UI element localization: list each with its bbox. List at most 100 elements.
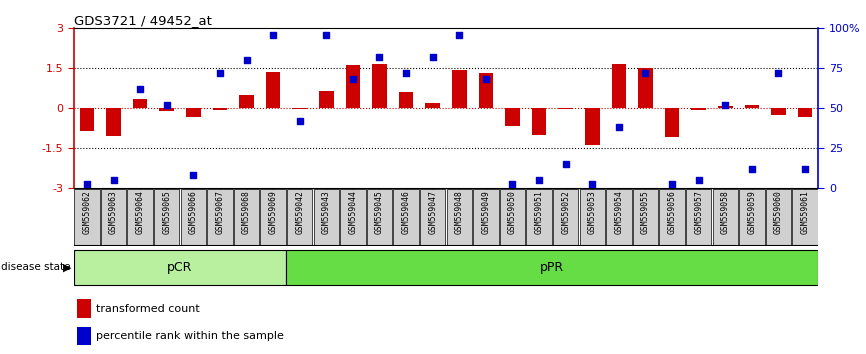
Point — [532, 177, 546, 183]
Point — [107, 177, 120, 183]
Text: GSM559058: GSM559058 — [721, 190, 730, 234]
Bar — [372, 64, 387, 108]
Point — [186, 172, 200, 178]
Bar — [107, 108, 121, 136]
Bar — [132, 99, 147, 108]
Bar — [74, 250, 287, 285]
Bar — [665, 108, 680, 137]
FancyBboxPatch shape — [473, 189, 499, 245]
Point — [320, 32, 333, 38]
Text: GSM559046: GSM559046 — [402, 190, 410, 234]
Bar — [798, 108, 812, 117]
Bar — [186, 108, 201, 117]
Bar — [346, 65, 360, 108]
Text: GSM559066: GSM559066 — [189, 190, 197, 234]
Point — [612, 124, 626, 130]
Bar — [159, 108, 174, 111]
Bar — [239, 95, 254, 108]
FancyBboxPatch shape — [766, 189, 792, 245]
FancyBboxPatch shape — [180, 189, 206, 245]
Text: GSM559051: GSM559051 — [534, 190, 544, 234]
FancyBboxPatch shape — [127, 189, 153, 245]
FancyBboxPatch shape — [366, 189, 392, 245]
Point — [80, 182, 94, 187]
Text: GSM559062: GSM559062 — [82, 190, 92, 234]
Text: GSM559054: GSM559054 — [614, 190, 624, 234]
Bar — [319, 91, 333, 108]
Text: GSM559064: GSM559064 — [136, 190, 145, 234]
Point — [346, 76, 360, 82]
Text: ▶: ▶ — [63, 262, 72, 272]
Text: GSM559044: GSM559044 — [348, 190, 358, 234]
Text: GSM559061: GSM559061 — [800, 190, 810, 234]
Point — [293, 118, 307, 124]
FancyBboxPatch shape — [340, 189, 365, 245]
Point — [692, 177, 706, 183]
Point — [718, 102, 732, 108]
Text: GSM559065: GSM559065 — [162, 190, 171, 234]
FancyBboxPatch shape — [606, 189, 631, 245]
Point — [559, 161, 572, 167]
FancyBboxPatch shape — [527, 189, 552, 245]
FancyBboxPatch shape — [313, 189, 339, 245]
Bar — [80, 108, 94, 131]
FancyBboxPatch shape — [633, 189, 658, 245]
FancyBboxPatch shape — [207, 189, 233, 245]
Bar — [532, 108, 546, 135]
Point — [585, 182, 599, 187]
Text: GSM559063: GSM559063 — [109, 190, 118, 234]
FancyBboxPatch shape — [447, 189, 472, 245]
FancyBboxPatch shape — [500, 189, 526, 245]
Text: disease state: disease state — [1, 262, 70, 272]
Text: GSM559048: GSM559048 — [455, 190, 464, 234]
Bar — [718, 106, 733, 108]
Point — [159, 102, 173, 108]
Bar — [452, 70, 467, 108]
Bar — [505, 108, 520, 126]
Bar — [77, 327, 91, 345]
Text: GSM559049: GSM559049 — [481, 190, 490, 234]
FancyBboxPatch shape — [420, 189, 445, 245]
Point — [638, 70, 652, 76]
Text: pPR: pPR — [540, 261, 565, 274]
Bar — [771, 108, 785, 115]
Text: GSM559069: GSM559069 — [268, 190, 278, 234]
FancyBboxPatch shape — [686, 189, 712, 245]
Text: GSM559056: GSM559056 — [668, 190, 676, 234]
Text: transformed count: transformed count — [96, 303, 200, 314]
Point — [133, 86, 147, 92]
FancyBboxPatch shape — [154, 189, 179, 245]
Point — [240, 57, 254, 63]
Text: GSM559047: GSM559047 — [428, 190, 437, 234]
Text: GSM559060: GSM559060 — [774, 190, 783, 234]
Text: GSM559042: GSM559042 — [295, 190, 304, 234]
Bar — [266, 72, 281, 108]
Point — [426, 54, 440, 60]
FancyBboxPatch shape — [739, 189, 765, 245]
Bar — [611, 64, 626, 108]
Text: GSM559057: GSM559057 — [695, 190, 703, 234]
FancyBboxPatch shape — [792, 189, 818, 245]
Text: GSM559055: GSM559055 — [641, 190, 650, 234]
Bar — [638, 68, 653, 108]
Point — [479, 76, 493, 82]
Text: pCR: pCR — [167, 261, 193, 274]
FancyBboxPatch shape — [74, 189, 100, 245]
FancyBboxPatch shape — [659, 189, 685, 245]
Point — [506, 182, 520, 187]
Point — [266, 32, 280, 38]
FancyBboxPatch shape — [553, 189, 578, 245]
Bar — [425, 103, 440, 108]
FancyBboxPatch shape — [713, 189, 738, 245]
Bar — [293, 108, 307, 109]
FancyBboxPatch shape — [393, 189, 419, 245]
Text: GSM559068: GSM559068 — [242, 190, 251, 234]
Bar — [398, 92, 413, 108]
Bar — [287, 250, 818, 285]
Point — [213, 70, 227, 76]
FancyBboxPatch shape — [261, 189, 286, 245]
Text: GSM559043: GSM559043 — [322, 190, 331, 234]
Point — [399, 70, 413, 76]
Bar — [77, 299, 91, 318]
FancyBboxPatch shape — [100, 189, 126, 245]
